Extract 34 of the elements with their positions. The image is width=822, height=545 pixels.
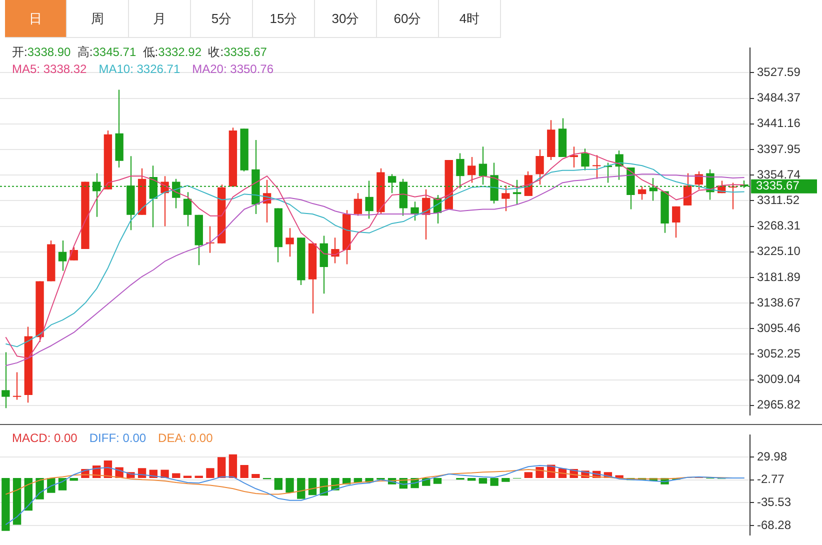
y-tick-label: 3052.25 [757,346,801,361]
text: 日 [5,0,67,37]
y-tick-label: 29.98 [757,449,788,464]
chart-subtitle: 开:3338.90 高:3345.71 低:3332.92 收:3335.67 [12,44,267,61]
y-tick-label: -35.53 [757,495,792,510]
y-tick-label: -68.28 [757,518,792,532]
y-tick-label: -2.77 [757,472,785,486]
text: 30分 [315,0,377,37]
y-tick-label: 3095.46 [757,320,801,335]
y-tick-label: 3484.37 [757,90,801,105]
y-tick-label: 3268.31 [757,218,801,233]
text: 5分 [191,0,253,37]
y-tick-label: 3181.89 [757,270,801,284]
text: DEA: 0.00 [158,431,213,445]
y-tick-label: 3225.10 [757,244,801,258]
y-tick-label: 3354.74 [757,167,801,182]
y-tick-label: 3527.59 [757,65,801,80]
text: MA5: 3338.32 [12,62,87,76]
y-tick-label: 2965.82 [757,398,801,412]
y-tick-label: 3009.04 [757,372,801,386]
text: DIFF: 0.00 [89,431,146,445]
y-tick-label: 3397.95 [757,142,801,156]
y-tick-label: 3441.16 [757,116,801,130]
ref-line-label: 3335.67 [756,178,800,193]
y-tick-label: 3138.67 [757,295,801,310]
text: 月 [129,0,191,37]
text: MA20: 3350.76 [192,62,274,76]
text: MACD: 0.00 [12,431,78,445]
text: 4时 [439,0,501,37]
y-tick-label: 3311.52 [757,193,800,208]
text: MA10: 3326.71 [98,62,180,76]
text: 60分 [377,0,439,37]
text: 周 [67,0,129,37]
text: 15分 [253,0,315,37]
